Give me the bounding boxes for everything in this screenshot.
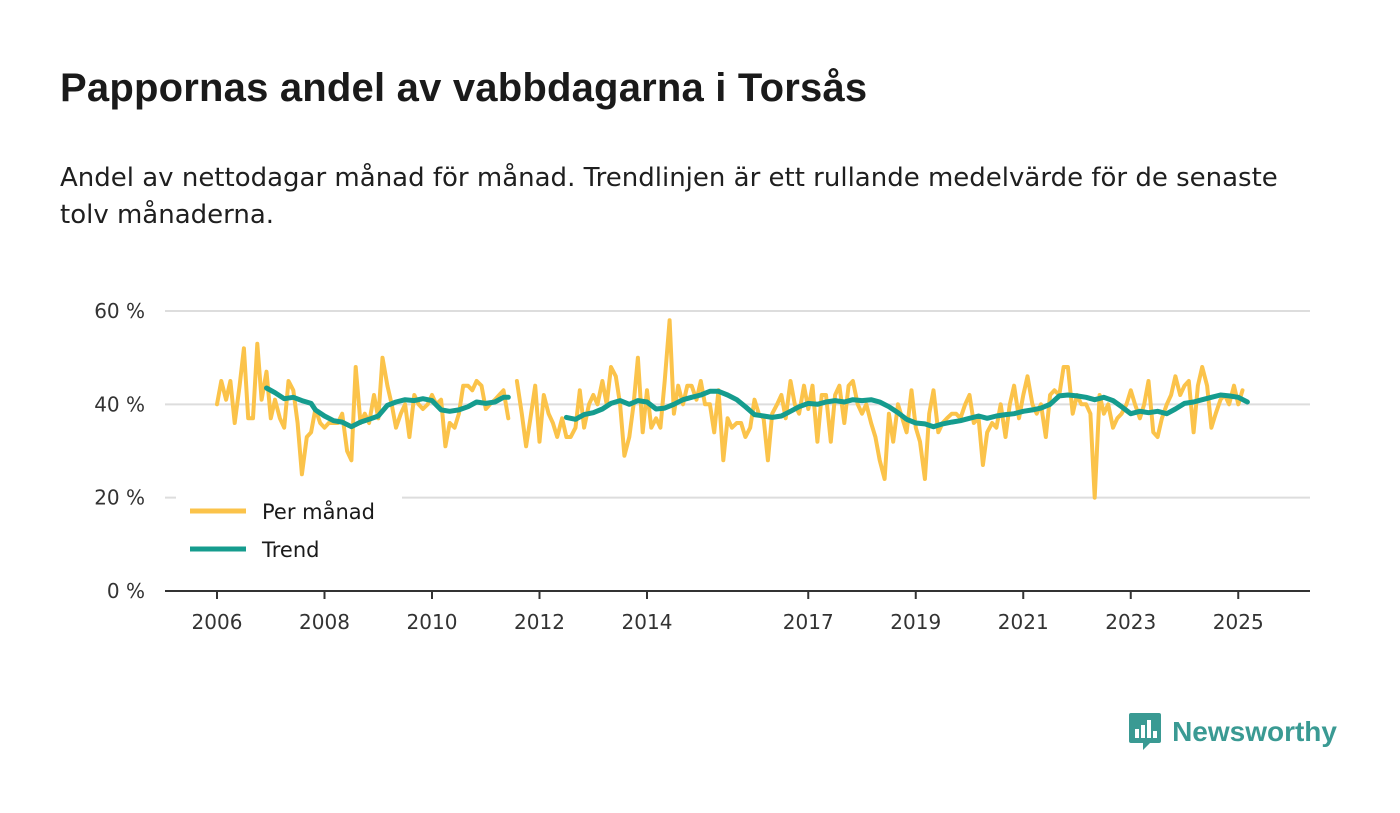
x-tick-label: 2008 — [299, 610, 350, 634]
x-tick-label: 2014 — [622, 610, 673, 634]
y-tick-label: 20 % — [94, 486, 145, 510]
y-tick-label: 60 % — [94, 299, 145, 323]
x-tick-label: 2025 — [1213, 610, 1264, 634]
y-axis-labels: 0 % 20 % 40 % 60 % — [94, 299, 145, 603]
chart-subtitle: Andel av nettodagar månad för månad. Tre… — [60, 163, 1278, 230]
series-trend-line-segment-1 — [563, 388, 1250, 430]
x-tick-label: 2021 — [998, 610, 1049, 634]
x-tick-label: 2006 — [192, 610, 243, 634]
x-tick-label: 2010 — [407, 610, 458, 634]
legend: Per månad Trend — [176, 490, 402, 570]
legend-label-per-manad: Per månad — [262, 499, 375, 524]
x-tick-label: 2019 — [890, 610, 941, 634]
legend-label-trend: Trend — [261, 538, 319, 562]
x-tick-label: 2017 — [783, 610, 834, 634]
bar-chart-speech-bubble-icon — [1129, 713, 1162, 750]
legend-background — [176, 490, 402, 570]
y-tick-label: 0 % — [107, 579, 145, 603]
brand-name: Newsworthy — [1172, 716, 1337, 747]
series-lines — [215, 318, 1250, 500]
x-tick-label: 2012 — [514, 610, 565, 634]
y-tick-label: 40 % — [94, 392, 145, 416]
x-tick-label: 2023 — [1105, 610, 1156, 634]
series-trend-line-segment-0 — [264, 385, 511, 430]
x-axis-labels: 2006 2008 2010 2012 2014 2017 2019 2021 2023 2025 — [192, 610, 1264, 634]
newsworthy-logo: Newsworthy — [1128, 712, 1337, 752]
page-title: Pappornas andel av vabbdagarna i Torsås — [60, 66, 868, 110]
series-per-manad-line-segment-1 — [514, 318, 1245, 500]
